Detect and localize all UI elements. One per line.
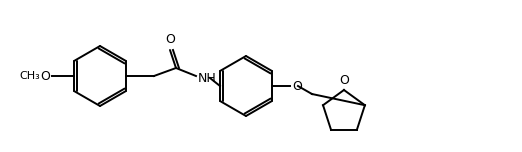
Text: NH: NH	[198, 71, 217, 85]
Text: O: O	[165, 33, 175, 46]
Text: O: O	[40, 69, 50, 83]
Text: O: O	[339, 74, 349, 87]
Text: CH₃: CH₃	[19, 71, 40, 81]
Text: O: O	[292, 79, 302, 93]
